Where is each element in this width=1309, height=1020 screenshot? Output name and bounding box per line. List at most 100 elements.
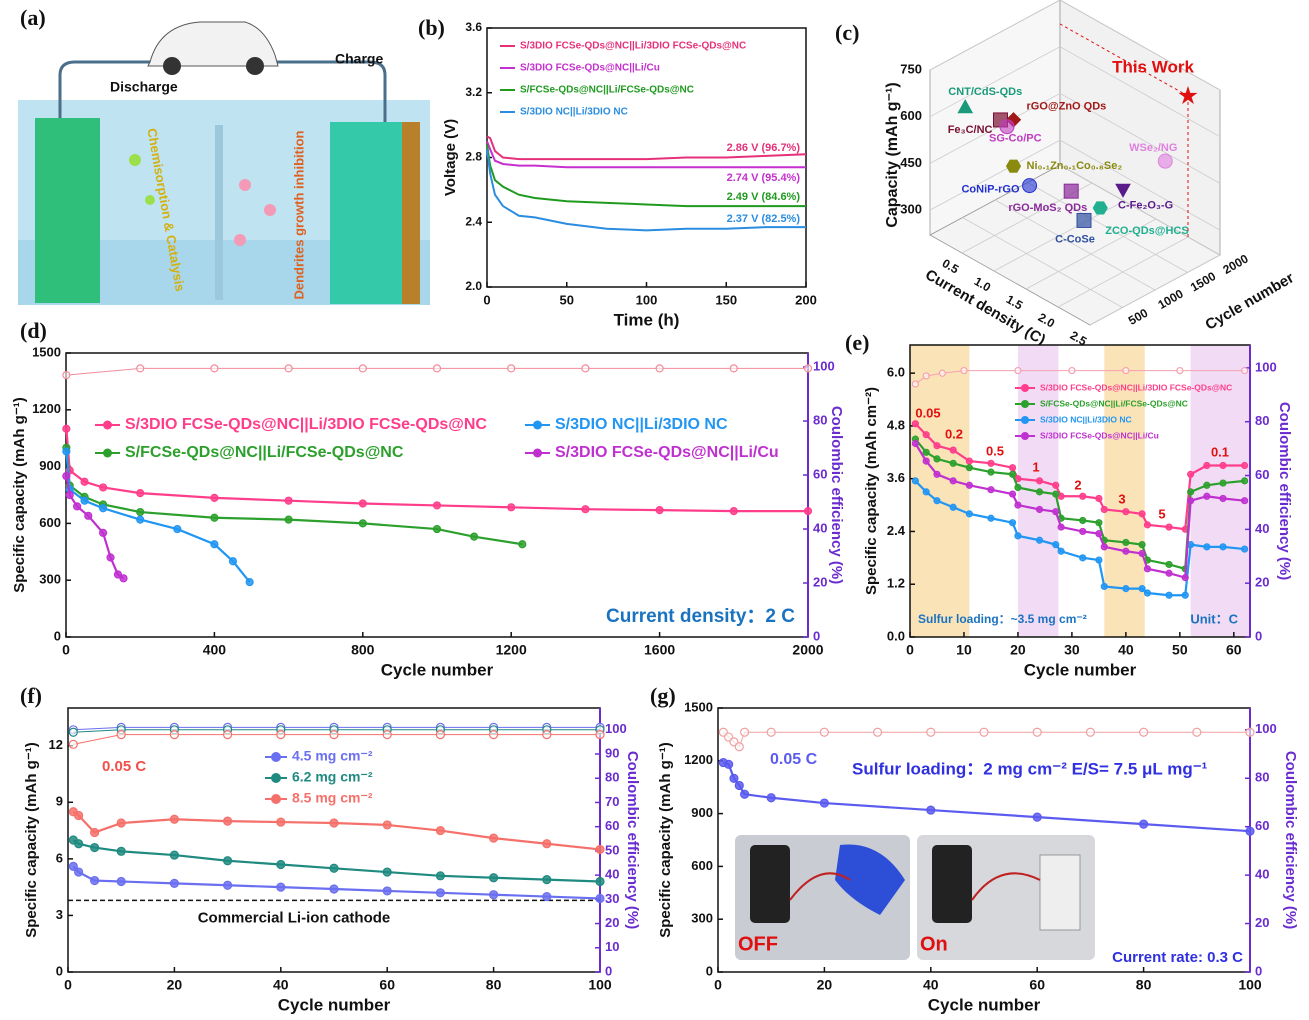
data-point [100, 484, 107, 491]
data-point [490, 834, 498, 842]
figure: (a) Discharge Charge Chemisorption & Cat… [0, 0, 1309, 1020]
y-tick-label: 1.2 [887, 576, 905, 591]
data-point [330, 731, 338, 739]
data-point [436, 731, 444, 739]
data-point [277, 861, 285, 869]
data-point [75, 840, 83, 848]
point-label: rGO@ZnO QDs [1027, 101, 1107, 113]
y-axis-label: Voltage (V) [442, 119, 459, 196]
data-point [923, 458, 929, 464]
data-point [767, 728, 775, 736]
data-point [434, 365, 441, 372]
data-point [1069, 368, 1075, 374]
reference-label: Commercial Li-ion cathode [198, 909, 391, 926]
label: Discharge [110, 79, 178, 95]
data-point [63, 372, 70, 379]
annotation: 2 [1074, 477, 1081, 492]
data-point [988, 469, 994, 475]
y2-tick-label: 0 [813, 628, 820, 643]
data-point [1064, 184, 1078, 198]
data-point [224, 817, 232, 825]
annotation: On [920, 933, 948, 955]
series-line [73, 840, 600, 881]
data-point [1182, 575, 1188, 581]
data-point [741, 728, 749, 736]
data-point [1037, 478, 1043, 484]
y-tick-label: 4.8 [887, 417, 905, 432]
data-point [596, 877, 604, 885]
legend-label: S/3DIO FCSe-QDs@NC||Li/Cu [1040, 430, 1159, 440]
annotation: 0.05 C [102, 758, 146, 775]
data-point [170, 851, 178, 859]
legend-label: 6.2 mg cm⁻² [292, 769, 373, 785]
y2-axis-label: Coulombic efficiency (%) [624, 751, 641, 929]
y-tick-label: 2.4 [887, 523, 906, 538]
x-tick-label: 30 [1064, 642, 1080, 658]
data-point [820, 728, 828, 736]
data-point [1123, 586, 1129, 592]
data-point [170, 731, 178, 739]
panel-label: (d) [20, 318, 47, 343]
data-point [988, 460, 994, 466]
data-point [735, 781, 743, 789]
point-label: C-Fe₂O₃-G [1118, 200, 1173, 212]
data-point [1188, 498, 1194, 504]
panel-label: (c) [835, 20, 859, 45]
y-axis-label: Specific capacity (mAh g⁻¹) [11, 397, 28, 592]
wheel [246, 57, 264, 75]
annotation: 0.05 C [770, 751, 818, 768]
legend-label: S/FCSe-QDs@NC||Li/FCSe-QDs@NC [520, 85, 694, 96]
data-point [174, 526, 181, 533]
series-line [66, 451, 249, 582]
panel-label: (b) [418, 15, 445, 40]
series-line [73, 812, 600, 850]
y2-axis-label: Coulombic efficiency (%) [1276, 402, 1293, 580]
y2-tick-label: 100 [813, 358, 835, 373]
y2-tick-label: 60 [813, 466, 827, 481]
x-tick-label: 80 [486, 977, 502, 993]
data-point [519, 541, 526, 548]
data-point [1123, 368, 1129, 374]
x-tick-label: 800 [351, 642, 375, 658]
series-line [66, 429, 808, 511]
data-point [246, 579, 253, 586]
legend-label: S/3DIO FCSe-QDs@NC||Li/3DIO FCSe-QDs@NC [1040, 382, 1232, 392]
y-tick-label: 1200 [684, 752, 713, 767]
legend-marker [1021, 416, 1029, 424]
data-point [1220, 544, 1226, 550]
data-point [211, 494, 218, 501]
data-point [1204, 462, 1210, 468]
data-point [66, 492, 73, 499]
data-point [1037, 537, 1043, 543]
y-tick-label: 9 [56, 794, 63, 809]
data-point [224, 881, 232, 889]
data-point [63, 448, 70, 455]
data-point [1053, 509, 1059, 515]
legend-label: S/3DIO NC||Li/3DIO NC [555, 416, 728, 433]
x-tick-label: 1600 [644, 642, 675, 658]
y-tick-label: 600 [39, 515, 61, 530]
data-point [1080, 528, 1086, 534]
x-tick-label: 400 [203, 642, 227, 658]
label: Dendrites growth inhibition [291, 130, 306, 299]
data-point [805, 508, 812, 515]
point-label: WSe₂/NG [1129, 142, 1177, 154]
x-axis-label: Time (h) [614, 310, 680, 329]
data-point [75, 868, 83, 876]
y-tick-label: 300 [900, 202, 922, 217]
data-point [85, 512, 92, 519]
data-point [434, 502, 441, 509]
data-point [912, 421, 918, 427]
data-point [1033, 728, 1041, 736]
data-point [988, 515, 994, 521]
point-label: ZCO-QDs@HCS [1105, 225, 1188, 237]
annotation: 2.37 V (82.5%) [727, 213, 801, 225]
data-point [1204, 544, 1210, 550]
y-tick-label: 1500 [684, 699, 713, 714]
data-point [436, 872, 444, 880]
y-tick-label: 300 [691, 911, 713, 926]
data-point [117, 731, 125, 739]
lithium-ion [239, 179, 251, 191]
data-point [117, 847, 125, 855]
data-point [1246, 827, 1254, 835]
